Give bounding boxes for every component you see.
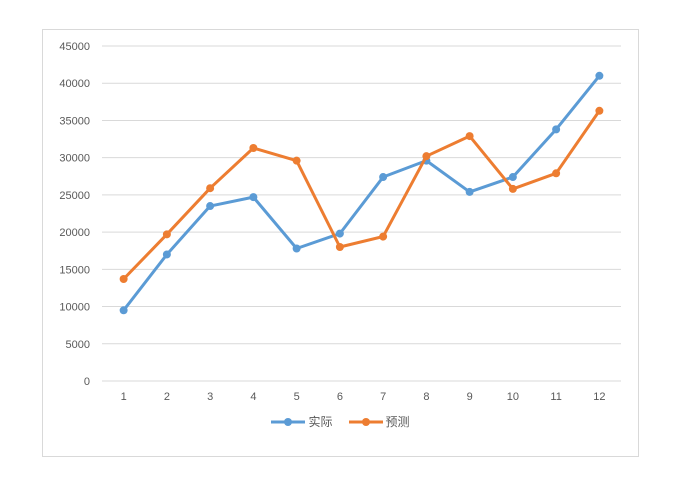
data-point-marker-actual (162, 250, 171, 259)
y-axis-tick-label: 20000 (59, 227, 90, 239)
legend-line-marker-icon (348, 418, 383, 426)
chart-svg: 0 5000 10000 15000 20000 25000 30000 35000 40000… (59, 41, 621, 403)
data-point-marker-actual (335, 229, 344, 238)
data-point-marker-forecast (206, 184, 215, 193)
y-axis-tick-label: 15000 (59, 264, 90, 276)
legend-line-marker-icon (271, 418, 306, 426)
data-point-marker-forecast (465, 132, 474, 141)
y-axis-tick-label: 30000 (59, 153, 90, 165)
data-point-marker-forecast (292, 156, 301, 165)
y-axis-tick-label: 45000 (59, 41, 90, 53)
x-axis-tick-label: 5 (294, 391, 300, 403)
data-point-marker-forecast (552, 169, 561, 178)
x-axis-tick-label: 8 (423, 391, 429, 403)
data-point-marker-forecast (119, 275, 128, 284)
legend-item-forecast[interactable]: 预测 (348, 415, 410, 429)
x-axis-tick-label: 3 (207, 391, 213, 403)
x-axis-tick-label: 6 (337, 391, 343, 403)
data-point-marker-forecast (508, 184, 517, 193)
data-point-marker-actual (206, 202, 215, 211)
data-point-marker-actual (292, 244, 301, 253)
data-point-marker-forecast (335, 243, 344, 251)
data-point-marker-actual (119, 306, 128, 315)
chart-frame[interactable]: 0 5000 10000 15000 20000 25000 30000 35000 40000… (42, 29, 639, 457)
series-line-actual (122, 74, 601, 312)
x-axis-tick-label: 12 (593, 391, 605, 403)
data-point-marker-actual (379, 173, 388, 182)
series-line-forecast (122, 109, 601, 281)
data-point-marker-forecast (595, 106, 604, 115)
x-axis-tick-label: 9 (467, 391, 473, 403)
y-axis-tick-label: 5000 (66, 339, 90, 351)
x-axis-tick-label: 10 (507, 391, 519, 403)
legend-label-actual: 实际 (308, 415, 333, 429)
data-point-marker-forecast (379, 232, 388, 241)
y-axis-tick-label: 35000 (59, 115, 90, 127)
x-axis-tick-label: 1 (121, 391, 127, 403)
y-axis-tick-label: 0 (84, 376, 90, 388)
data-point-marker-actual (508, 173, 517, 182)
data-point-marker-forecast (162, 230, 171, 239)
legend-label-forecast: 预测 (385, 415, 410, 429)
x-axis-tick-label: 4 (250, 391, 256, 403)
data-point-marker-actual (552, 125, 561, 134)
y-axis-tick-label: 10000 (59, 302, 90, 314)
x-axis-tick-label: 2 (164, 391, 170, 403)
x-axis-tick-label: 11 (550, 391, 561, 403)
data-point-marker-forecast (249, 143, 258, 152)
data-point-marker-actual (249, 193, 258, 202)
y-axis-tick-label: 40000 (59, 78, 90, 90)
data-point-marker-actual (465, 187, 474, 196)
legend: 实际 预测 (43, 416, 638, 428)
x-axis-tick-label: 7 (380, 391, 386, 403)
data-point-marker-actual (595, 71, 604, 80)
y-axis-tick-label: 25000 (59, 190, 90, 202)
data-point-marker-forecast (422, 152, 431, 161)
legend-item-actual[interactable]: 实际 (271, 415, 333, 429)
